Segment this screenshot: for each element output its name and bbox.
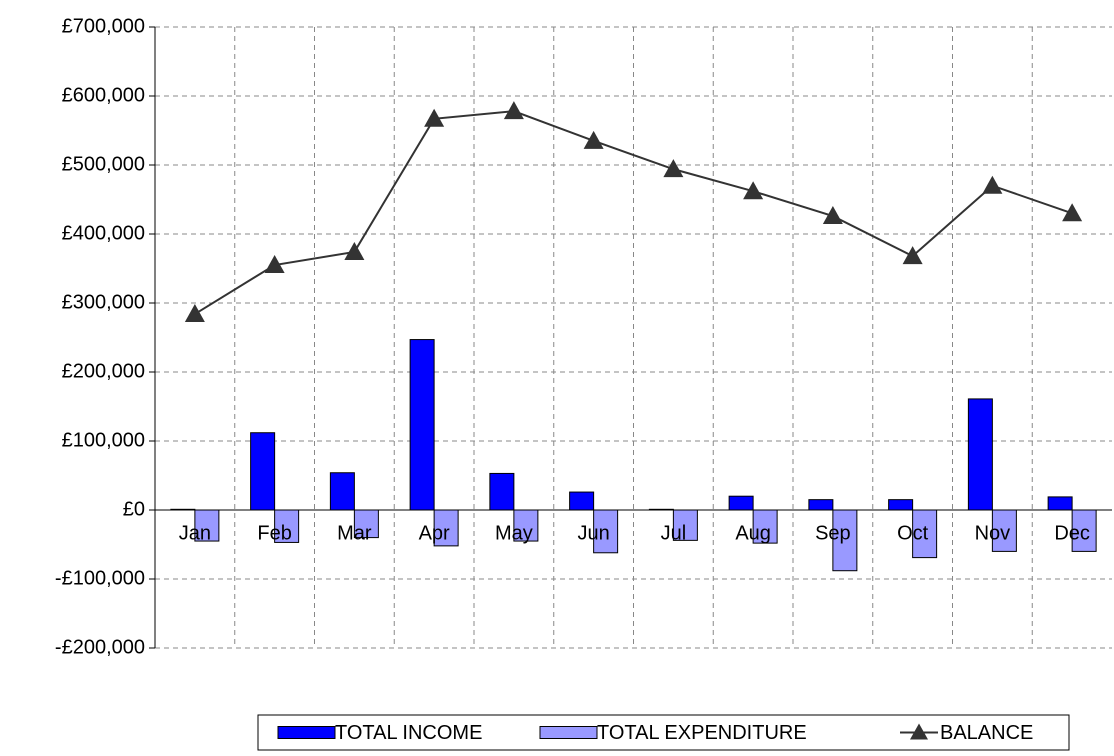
bar — [752, 509, 778, 544]
y-tick-label: -£100,000 — [55, 567, 145, 589]
y-tick-label: £100,000 — [62, 429, 145, 451]
legend-label: TOTAL INCOME — [335, 722, 482, 744]
bar — [513, 509, 539, 542]
bar — [888, 499, 914, 511]
bar — [274, 509, 300, 543]
marker — [902, 246, 923, 265]
bar — [728, 495, 754, 511]
bar — [569, 491, 595, 511]
x-tick-label: May — [495, 522, 533, 544]
legend-swatch — [277, 726, 336, 739]
line — [194, 110, 1073, 315]
legend-label: BALANCE — [940, 722, 1033, 744]
marker — [424, 108, 445, 127]
x-tick-label: Oct — [897, 522, 929, 544]
x-tick-label: Aug — [735, 522, 771, 544]
x-tick-label: Apr — [419, 522, 450, 544]
bar — [808, 499, 834, 511]
bar — [832, 509, 858, 572]
bar — [1047, 496, 1073, 511]
marker — [344, 241, 365, 260]
y-tick-label: £700,000 — [62, 15, 145, 37]
bar — [194, 509, 220, 542]
y-tick-label: £400,000 — [62, 222, 145, 244]
x-tick-label: Nov — [975, 522, 1011, 544]
marker — [184, 304, 205, 323]
y-tick-label: £200,000 — [62, 360, 145, 382]
x-tick-label: Feb — [257, 522, 291, 544]
legend-marker — [910, 723, 928, 740]
bar — [489, 472, 515, 511]
marker — [583, 130, 604, 149]
bar — [250, 432, 276, 511]
x-tick-label: Sep — [815, 522, 851, 544]
bar — [672, 509, 698, 541]
marker — [743, 181, 764, 200]
bar — [433, 509, 459, 547]
marker — [663, 159, 684, 178]
x-tick-label: Jul — [661, 522, 687, 544]
y-tick-label: £600,000 — [62, 84, 145, 106]
bar — [991, 509, 1017, 552]
marker — [503, 101, 524, 120]
bar — [593, 509, 619, 554]
bar — [912, 509, 938, 559]
x-tick-label: Mar — [337, 522, 372, 544]
bar — [967, 398, 993, 511]
bar — [409, 339, 435, 511]
bar — [353, 509, 379, 539]
bar — [329, 472, 355, 511]
legend-swatch — [539, 726, 598, 739]
marker — [1062, 203, 1083, 222]
x-tick-label: Jan — [179, 522, 211, 544]
y-tick-label: -£200,000 — [55, 636, 145, 658]
x-tick-label: Jun — [578, 522, 610, 544]
y-tick-label: £300,000 — [62, 291, 145, 313]
legend-label: TOTAL EXPENDITURE — [597, 722, 807, 744]
marker — [822, 206, 843, 225]
x-tick-label: Dec — [1054, 522, 1090, 544]
y-tick-label: £0 — [123, 498, 145, 520]
marker — [982, 175, 1003, 194]
bar — [1071, 509, 1097, 552]
marker — [264, 255, 285, 274]
y-tick-label: £500,000 — [62, 153, 145, 175]
